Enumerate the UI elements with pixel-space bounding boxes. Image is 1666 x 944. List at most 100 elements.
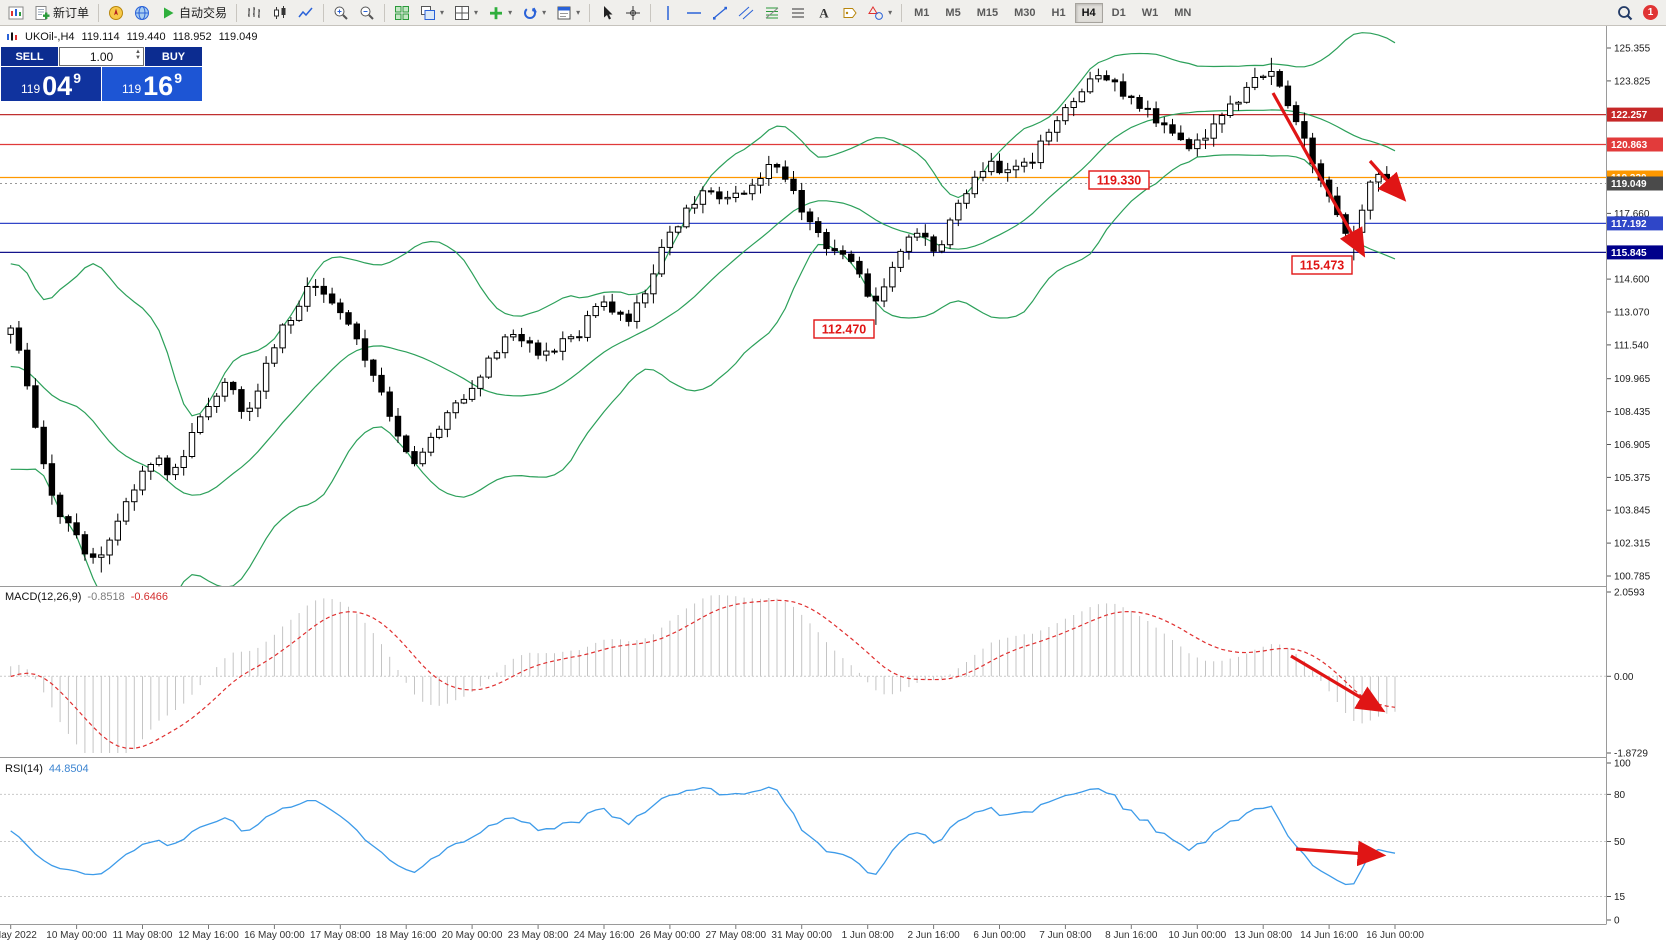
candle <box>1029 152 1036 169</box>
candle <box>806 208 814 231</box>
macd-layer <box>0 595 1606 753</box>
price-callout-119.330[interactable]: 119.330 <box>1088 170 1150 190</box>
equidistant-channel-button[interactable] <box>734 1 758 25</box>
ohlc-low: 118.952 <box>172 31 212 43</box>
candle <box>1086 71 1094 94</box>
candle <box>1177 125 1184 141</box>
timeframe-m1-button[interactable]: M1 <box>914 6 930 19</box>
time-axis[interactable]: 9 May 2022 10 May 00:00 11 May 08:00 12 May… <box>0 925 1424 941</box>
candle <box>304 277 311 312</box>
price-pullback-arrow[interactable] <box>1368 159 1407 202</box>
timeframe-h1-button[interactable]: H1 <box>1051 6 1066 19</box>
timeframe-w1-button[interactable]: W1 <box>1141 6 1159 19</box>
macd-trend-arrow[interactable] <box>1290 654 1386 713</box>
timeframe-mn-button[interactable]: MN <box>1174 6 1192 19</box>
templates-button[interactable]: ▾ <box>552 1 584 25</box>
notification-badge[interactable]: 1 <box>1643 5 1658 20</box>
price-axis-label: 114.600 <box>1614 275 1650 286</box>
rsi-trend-arrow[interactable] <box>1295 840 1387 867</box>
volume-input[interactable]: 1.00 ▲ ▼ <box>59 47 144 66</box>
price-callout-112.470[interactable]: 112.470 <box>813 319 875 339</box>
bar-chart-button[interactable] <box>242 1 266 25</box>
time-axis-label: 31 May 00:00 <box>771 930 832 941</box>
rsi-axis-label: 0 <box>1614 916 1620 927</box>
timeframe-d1-button[interactable]: D1 <box>1111 6 1126 19</box>
vertical-line-button[interactable] <box>656 1 680 25</box>
chart-canvas[interactable]: 112.470 119.330 115.473 125.355 123.825 117.6… <box>0 26 1666 944</box>
candle <box>271 344 278 367</box>
timeframe-m5-button[interactable]: M5 <box>945 6 961 19</box>
candle <box>1227 95 1234 118</box>
dropdown-caret-icon: ▾ <box>542 8 547 17</box>
candle <box>534 339 542 360</box>
buy-button[interactable]: 119 16 9 <box>102 67 202 101</box>
bollinger-bands-layer <box>10 32 1396 586</box>
search-button[interactable] <box>1613 1 1637 25</box>
cascade-windows-button[interactable]: ▾ <box>416 1 448 25</box>
candle <box>625 309 632 327</box>
candle <box>1391 175 1399 186</box>
zoom-in-button[interactable] <box>329 1 353 25</box>
new-order-button[interactable]: 新订单 <box>30 1 93 25</box>
candle <box>650 264 657 304</box>
candle <box>971 170 978 198</box>
charts-menu-button[interactable] <box>4 1 28 25</box>
candles-layer <box>7 57 1399 573</box>
candlestick-chart-button[interactable] <box>268 1 292 25</box>
objects-list-button[interactable] <box>786 1 810 25</box>
tile-windows-button[interactable] <box>390 1 414 25</box>
candle <box>872 287 880 325</box>
text-button[interactable]: A <box>812 1 836 25</box>
sell-button[interactable]: 119 04 9 <box>1 67 101 101</box>
candle <box>155 455 163 467</box>
new-chart-button[interactable]: ▾ <box>484 1 516 25</box>
cursor-button[interactable] <box>595 1 619 25</box>
main-trend-arrow[interactable] <box>1271 92 1366 258</box>
line-chart-button[interactable] <box>294 1 318 25</box>
symbol-name: UKOil-,H4 <box>25 31 75 43</box>
price-callout-115.473[interactable]: 115.473 <box>1291 255 1353 275</box>
refresh-button[interactable]: ▾ <box>518 1 550 25</box>
candle <box>1062 104 1069 125</box>
timeframe-m15-button[interactable]: M15 <box>976 6 999 19</box>
horizontal-levels[interactable] <box>0 113 1606 253</box>
time-axis-label: 23 May 08:00 <box>508 930 569 941</box>
candle <box>164 455 171 481</box>
candle <box>526 336 533 353</box>
arrange-windows-button[interactable]: ▾ <box>450 1 482 25</box>
zoom-out-button[interactable] <box>355 1 379 25</box>
price-axis-label: 108.435 <box>1614 407 1651 418</box>
fibonacci-button[interactable] <box>760 1 784 25</box>
candle <box>147 462 155 480</box>
timeframe-h4-button[interactable]: H4 <box>1074 2 1103 23</box>
buy-header[interactable]: BUY <box>145 47 202 66</box>
trendline-button[interactable] <box>708 1 732 25</box>
candle <box>89 547 97 564</box>
time-axis-label: 27 May 08:00 <box>705 930 766 941</box>
symb-chart-icon <box>7 32 17 41</box>
candle <box>436 425 443 440</box>
price-axis-label: 100.785 <box>1614 572 1651 583</box>
market-watch-button[interactable] <box>104 1 128 25</box>
timeframe-m30-button[interactable]: M30 <box>1014 6 1036 19</box>
candle <box>32 378 39 429</box>
candle <box>1095 68 1102 83</box>
sell-header[interactable]: SELL <box>1 47 58 66</box>
volume-spinner[interactable]: ▲ ▼ <box>135 49 141 61</box>
price-tag-117.192: 117.192 <box>1607 216 1663 231</box>
candle <box>1251 67 1259 91</box>
navigator-button[interactable] <box>130 1 154 25</box>
text-label-button[interactable] <box>838 1 862 25</box>
arrows-button[interactable]: ▾ <box>864 1 896 25</box>
time-axis-label: 9 May 2022 <box>0 930 37 941</box>
crosshair-button[interactable] <box>621 1 645 25</box>
candle <box>56 492 64 524</box>
macd-name: MACD(12,26,9) <box>5 591 82 603</box>
candle <box>221 378 229 402</box>
horizontal-line-button[interactable] <box>682 1 706 25</box>
candle <box>831 239 838 256</box>
autotrading-button[interactable]: 自动交易 <box>156 1 231 25</box>
toolbar-separator <box>650 3 652 22</box>
price-scale[interactable]: 125.355 123.825 117.660 114.600 113.070 111.5… <box>1606 26 1666 944</box>
